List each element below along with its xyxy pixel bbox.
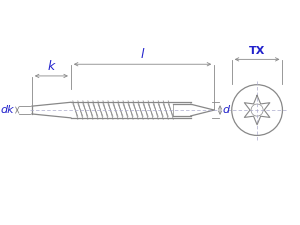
Text: dk: dk xyxy=(1,105,14,115)
Text: TX: TX xyxy=(249,46,265,56)
Text: k: k xyxy=(48,60,55,73)
Text: l: l xyxy=(141,48,144,61)
Text: d: d xyxy=(222,105,229,115)
